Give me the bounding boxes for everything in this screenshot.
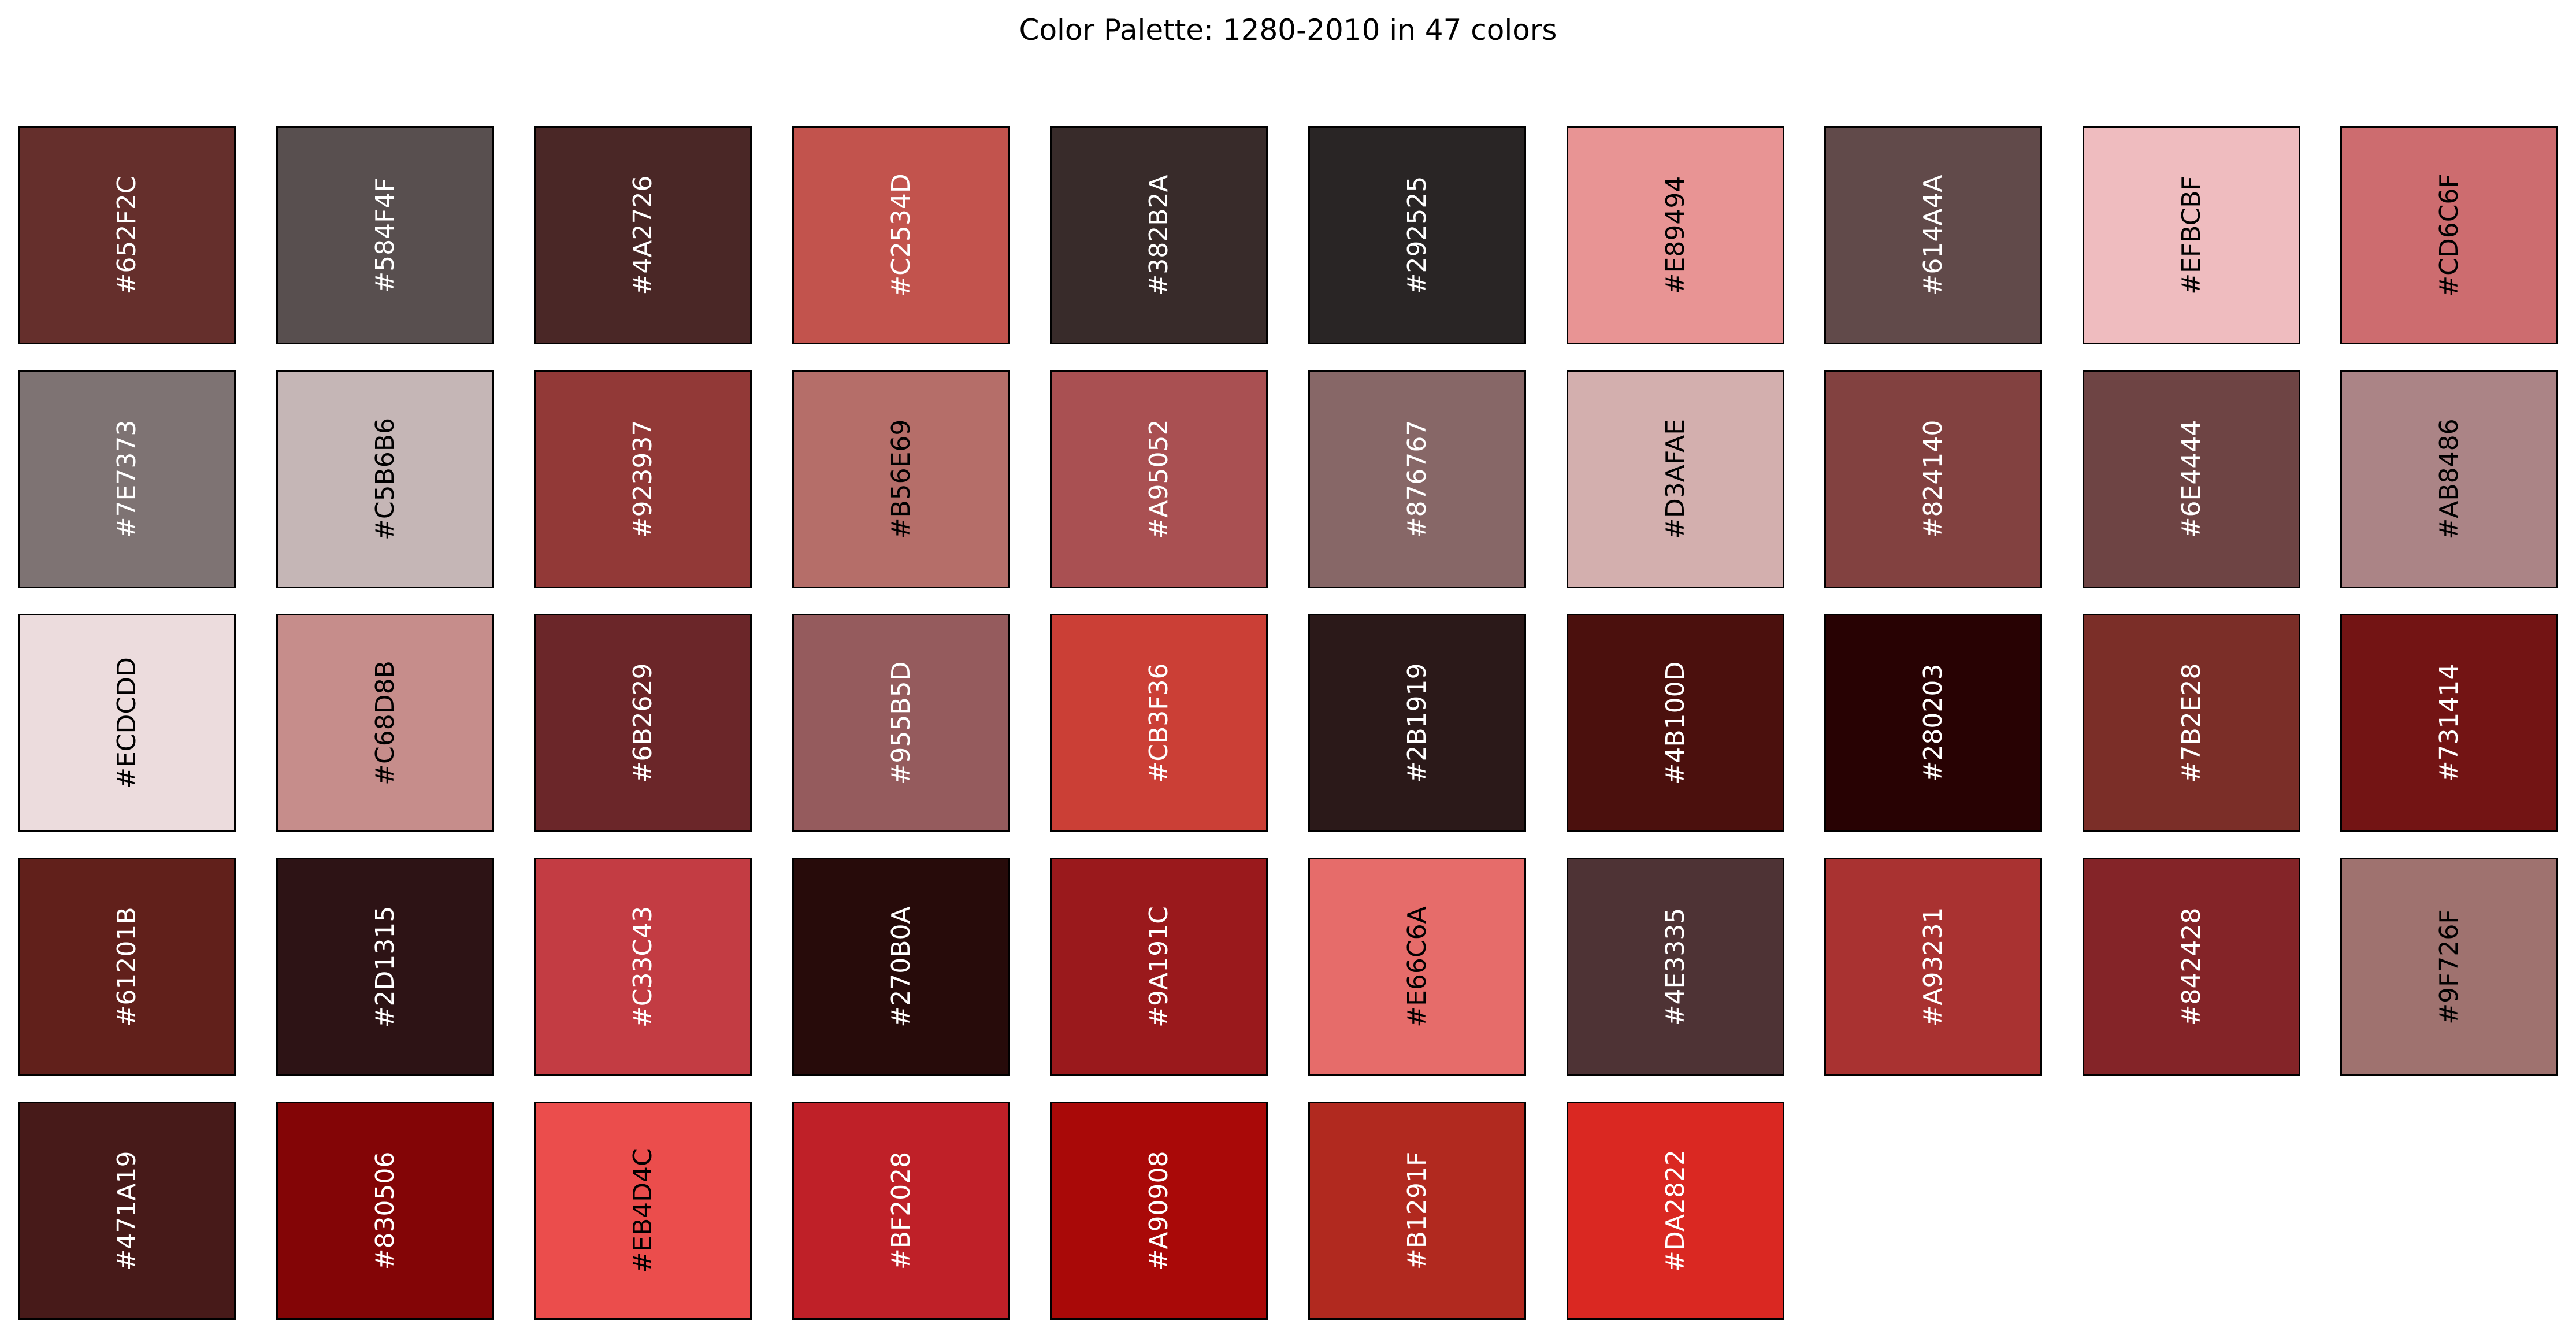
swatch-hex-label: #6E4444 [2176,420,2206,539]
color-swatch: #584F4F [276,126,494,344]
swatch-hex-label: #270B0A [886,906,916,1028]
color-swatch: #7B2E28 [2083,614,2300,832]
color-swatch: #E89494 [1567,126,1784,344]
swatch-hex-label: #292525 [1402,176,1432,295]
swatch-hex-label: #A90908 [1144,1151,1174,1271]
color-swatch: #EFBCBF [2083,126,2300,344]
color-swatch: #ECDCDD [18,614,236,832]
swatch-hex-label: #A95052 [1144,419,1174,539]
color-swatch: #652F2C [18,126,236,344]
swatch-hex-label: #9F726F [2434,909,2464,1025]
swatch-hex-label: #614A4A [1918,175,1948,296]
color-swatch: #C68D8B [276,614,494,832]
swatch-hex-label: #D3AFAE [1660,418,1690,540]
color-swatch: #923937 [534,370,752,588]
color-swatch: #C5B6B6 [276,370,494,588]
swatch-hex-label: #923937 [628,420,658,539]
swatch-hex-label: #EB4D4C [628,1148,658,1273]
color-swatch: #E66C6A [1308,858,1526,1076]
swatch-hex-label: #280203 [1918,663,1948,783]
color-swatch: #292525 [1308,126,1526,344]
color-swatch: #AB8486 [2340,370,2558,588]
swatch-hex-label: #C68D8B [370,661,400,785]
color-swatch: #6B2629 [534,614,752,832]
color-swatch: #D3AFAE [1567,370,1784,588]
swatch-hex-label: #61201B [112,907,142,1027]
swatch-hex-label: #652F2C [112,176,142,295]
color-swatch: #61201B [18,858,236,1076]
color-swatch: #955B5D [792,614,1010,832]
swatch-hex-label: #2B1919 [1402,663,1432,783]
color-swatch: #EB4D4C [534,1102,752,1320]
swatch-hex-label: #ECDCDD [112,657,142,789]
swatch-hex-label: #EFBCBF [2176,176,2206,295]
swatch-hex-label: #B1291F [1402,1151,1432,1270]
swatch-hex-label: #842428 [2176,907,2206,1026]
swatch-hex-label: #876767 [1402,420,1432,539]
color-swatch: #9A191C [1050,858,1268,1076]
color-swatch: #CB3F36 [1050,614,1268,832]
color-swatch: #A95052 [1050,370,1268,588]
color-swatch: #DA2822 [1567,1102,1784,1320]
color-swatch: #6E4444 [2083,370,2300,588]
color-swatch: #A90908 [1050,1102,1268,1320]
swatch-hex-label: #824140 [1918,420,1948,539]
swatch-hex-label: #C5B6B6 [370,418,400,540]
color-swatch: #9F726F [2340,858,2558,1076]
color-swatch: #382B2A [1050,126,1268,344]
color-swatch: #2D1315 [276,858,494,1076]
color-swatch: #C33C43 [534,858,752,1076]
color-swatch: #830506 [276,1102,494,1320]
swatch-hex-label: #2D1315 [370,906,400,1028]
color-swatch: #CD6C6F [2340,126,2558,344]
color-swatch: #BF2028 [792,1102,1010,1320]
swatch-hex-label: #E89494 [1660,176,1690,295]
swatch-hex-label: #731414 [2434,663,2464,783]
swatch-hex-label: #584F4F [370,177,400,293]
swatch-hex-label: #AB8486 [2434,418,2464,540]
swatch-hex-label: #4A2726 [628,175,658,295]
swatch-hex-label: #382B2A [1144,175,1174,296]
color-swatch: #614A4A [1824,126,2042,344]
swatch-hex-label: #7B2E28 [2176,663,2206,783]
swatch-hex-label: #4E3335 [1660,907,1690,1026]
color-swatch: #471A19 [18,1102,236,1320]
swatch-hex-label: #CB3F36 [1144,663,1174,783]
swatch-hex-label: #E66C6A [1402,906,1432,1028]
color-swatch: #B1291F [1308,1102,1526,1320]
swatch-hex-label: #4B100D [1660,661,1690,785]
swatch-hex-label: #CD6C6F [2434,173,2464,297]
color-swatch: #876767 [1308,370,1526,588]
swatch-hex-label: #830506 [370,1151,400,1270]
swatch-hex-label: #DA2822 [1660,1149,1690,1273]
swatch-hex-label: #C2534D [886,173,916,297]
color-swatch: #B56E69 [792,370,1010,588]
color-swatch: #2B1919 [1308,614,1526,832]
color-swatch: #842428 [2083,858,2300,1076]
swatch-hex-label: #6B2629 [628,663,658,783]
color-swatch: #824140 [1824,370,2042,588]
swatch-hex-label: #955B5D [886,661,916,785]
swatch-hex-label: #9A191C [1144,906,1174,1028]
swatch-hex-label: #471A19 [112,1151,142,1271]
color-swatch: #C2534D [792,126,1010,344]
color-swatch: #4B100D [1567,614,1784,832]
color-swatch: #7E7373 [18,370,236,588]
color-swatch: #280203 [1824,614,2042,832]
color-swatch: #270B0A [792,858,1010,1076]
color-swatch: #4A2726 [534,126,752,344]
color-swatch: #4E3335 [1567,858,1784,1076]
swatch-hex-label: #C33C43 [628,906,658,1028]
swatch-hex-label: #B56E69 [886,419,916,539]
chart-title: Color Palette: 1280-2010 in 47 colors [1019,13,1557,47]
swatch-hex-label: #BF2028 [886,1151,916,1270]
color-swatch: #731414 [2340,614,2558,832]
color-swatch: #A93231 [1824,858,2042,1076]
swatch-hex-label: #A93231 [1918,907,1948,1027]
swatch-hex-label: #7E7373 [112,420,142,539]
